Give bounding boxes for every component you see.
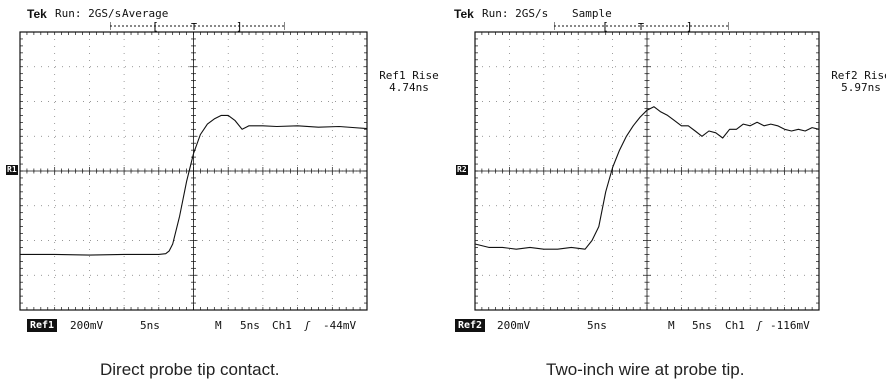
time-per-div: 5ns	[587, 319, 607, 332]
volts-per-div: 200mV	[70, 319, 104, 332]
main-timebase-label: M	[668, 319, 675, 332]
scope-left: Tek Run: 2GS/s Average [ ] T R1 Ref1 Ris…	[0, 0, 439, 388]
window-right-bracket: ]	[236, 20, 243, 32]
measurement-label: Ref1 Rise	[379, 69, 439, 82]
brand-label: Tek	[454, 7, 474, 21]
rise-measurement: Ref2 Rise 5.97ns	[830, 70, 886, 94]
trigger-level: -44mV	[323, 319, 357, 332]
main-timebase-label: M	[215, 319, 222, 332]
channel-marker: R2	[456, 165, 468, 175]
measurement-value: 4.74ns	[389, 81, 429, 94]
main-timebase-value: 5ns	[692, 319, 712, 332]
run-status: Run: 2GS/s	[482, 7, 549, 20]
brand-label: Tek	[27, 7, 47, 21]
time-per-div: 5ns	[140, 319, 160, 332]
acq-mode: Sample	[572, 7, 612, 20]
waveform-trace-0	[474, 106, 820, 250]
waveform-trace-0	[20, 114, 368, 256]
trigger-slope-icon: ʃ	[756, 319, 763, 332]
window-left-bracket: [	[602, 20, 609, 32]
trigger-slope-icon: ʃ	[304, 319, 311, 332]
trigger-channel: Ch1	[272, 319, 292, 332]
trigger-channel: Ch1	[725, 319, 745, 332]
trigger-level: -116mV	[770, 319, 810, 332]
figure-caption: Two-inch wire at probe tip.	[546, 360, 745, 379]
figure-caption: Direct probe tip contact.	[100, 360, 280, 379]
trigger-marker: T	[638, 22, 644, 32]
channel-marker: R1	[6, 165, 18, 175]
measurement-value: 5.97ns	[841, 81, 881, 94]
waveform-plot	[474, 31, 820, 311]
trigger-window-bar: [ ] T	[554, 20, 729, 32]
ref-badge: Ref2	[455, 319, 486, 332]
waveform-plot	[19, 31, 368, 311]
volts-per-div: 200mV	[497, 319, 531, 332]
measurement-label: Ref2 Rise	[831, 69, 886, 82]
trigger-marker: T	[191, 22, 197, 32]
ref-badge: Ref1	[27, 319, 58, 332]
window-right-bracket: ]	[686, 20, 693, 32]
rise-measurement: Ref1 Rise 4.74ns	[378, 70, 440, 94]
acq-mode: Average	[122, 7, 169, 20]
trigger-window-bar: [ ] T	[110, 20, 285, 32]
scope-right: Tek Run: 2GS/s Sample [ ] T R2 Ref2 Rise…	[452, 0, 886, 388]
window-left-bracket: [	[152, 20, 159, 32]
main-timebase-value: 5ns	[240, 319, 260, 332]
run-status: Run: 2GS/s	[55, 7, 122, 20]
